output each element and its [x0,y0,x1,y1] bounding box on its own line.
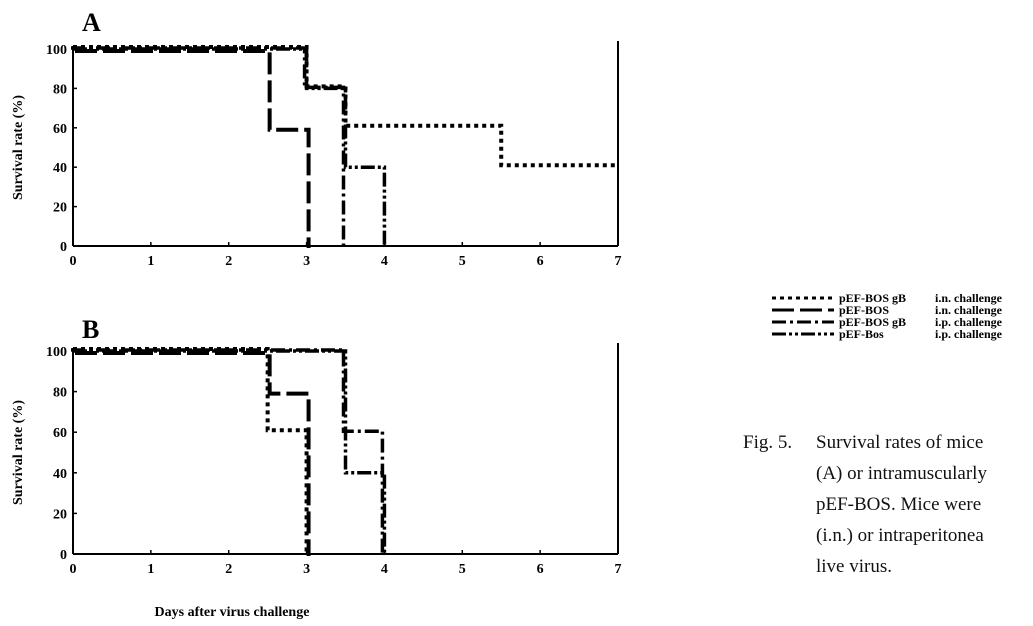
series-line-dotted [73,347,309,552]
panel-a: A 0 1 2 3 4 5 6 7 0 20 40 60 80 100 Survival rate (%) [11,8,622,269]
y-tick-label: 0 [60,548,67,563]
series-line-long-dash [75,351,311,556]
x-tick-label: 2 [225,562,232,577]
x-tick-label: 5 [459,254,466,269]
y-tick-label: 0 [60,240,67,255]
legend-series-label: pEF-BOS [839,303,889,317]
legend-route-label: i.n. challenge [935,303,1003,317]
series-line-dash-dot-dot [73,47,387,246]
x-tick-label: 0 [70,562,77,577]
caption-text: Survival rates of mice (A) or intramuscul… [816,427,987,582]
caption-line: pEF-BOS. Mice were [816,494,982,515]
legend: pEF-BOS gB i.n. challenge pEF-BOS i.n. chal… [772,291,1003,341]
legend-route-label: i.n. challenge [935,291,1003,305]
x-tick-label: 1 [147,562,154,577]
y-tick-label: 80 [53,82,67,97]
legend-series-label: pEF-BOS gB [839,291,906,305]
caption-line: (i.n.) or intraperitonea [816,525,984,546]
series-line-dash-dot [71,46,346,245]
y-tick-label: 80 [53,386,67,401]
caption-label: Fig. 5. [743,432,793,453]
x-tick-label: 7 [615,254,622,269]
series-line-dash-dot-dot [73,349,387,554]
x-tick-label: 7 [615,562,622,577]
x-tick-label: 5 [459,562,466,577]
y-axis-title: Survival rate (%) [11,95,26,200]
series-line-long-dash [75,49,311,248]
legend-route-label: i.p. challenge [935,327,1003,341]
y-axis-title: Survival rate (%) [11,400,26,505]
panel-letter-a: A [82,8,101,37]
panel-b: B 0 1 2 3 4 5 6 7 0 20 40 60 80 100 Survival rate (%) [11,315,622,577]
y-tick-label: 100 [46,43,67,58]
x-tick-label: 1 [147,254,154,269]
caption-line: Survival rates of mice [816,432,984,453]
panel-letter-b: B [82,315,99,344]
y-tick-label: 20 [53,201,67,216]
x-tick-label: 6 [537,254,544,269]
y-tick-label: 20 [53,507,67,522]
y-tick-label: 60 [53,122,67,137]
x-tick-label: 4 [381,562,388,577]
caption-line: live virus. [816,556,892,577]
caption-line: (A) or intramuscularly [816,463,987,484]
legend-route-label: i.p. challenge [935,315,1003,329]
series-line-dash-dot [71,348,385,553]
x-tick-label: 2 [225,254,232,269]
x-tick-label: 4 [381,254,388,269]
y-tick-label: 60 [53,426,67,441]
y-tick-label: 100 [46,345,67,360]
x-axis-title: Days after virus challenge [155,605,310,620]
legend-series-label: pEF-Bos [839,327,884,341]
legend-series-label: pEF-BOS gB [839,315,906,329]
x-tick-label: 0 [70,254,77,269]
x-tick-label: 3 [303,562,310,577]
x-tick-label: 6 [537,562,544,577]
x-tick-label: 3 [303,254,310,269]
y-tick-label: 40 [53,467,67,482]
y-tick-label: 40 [53,161,67,176]
